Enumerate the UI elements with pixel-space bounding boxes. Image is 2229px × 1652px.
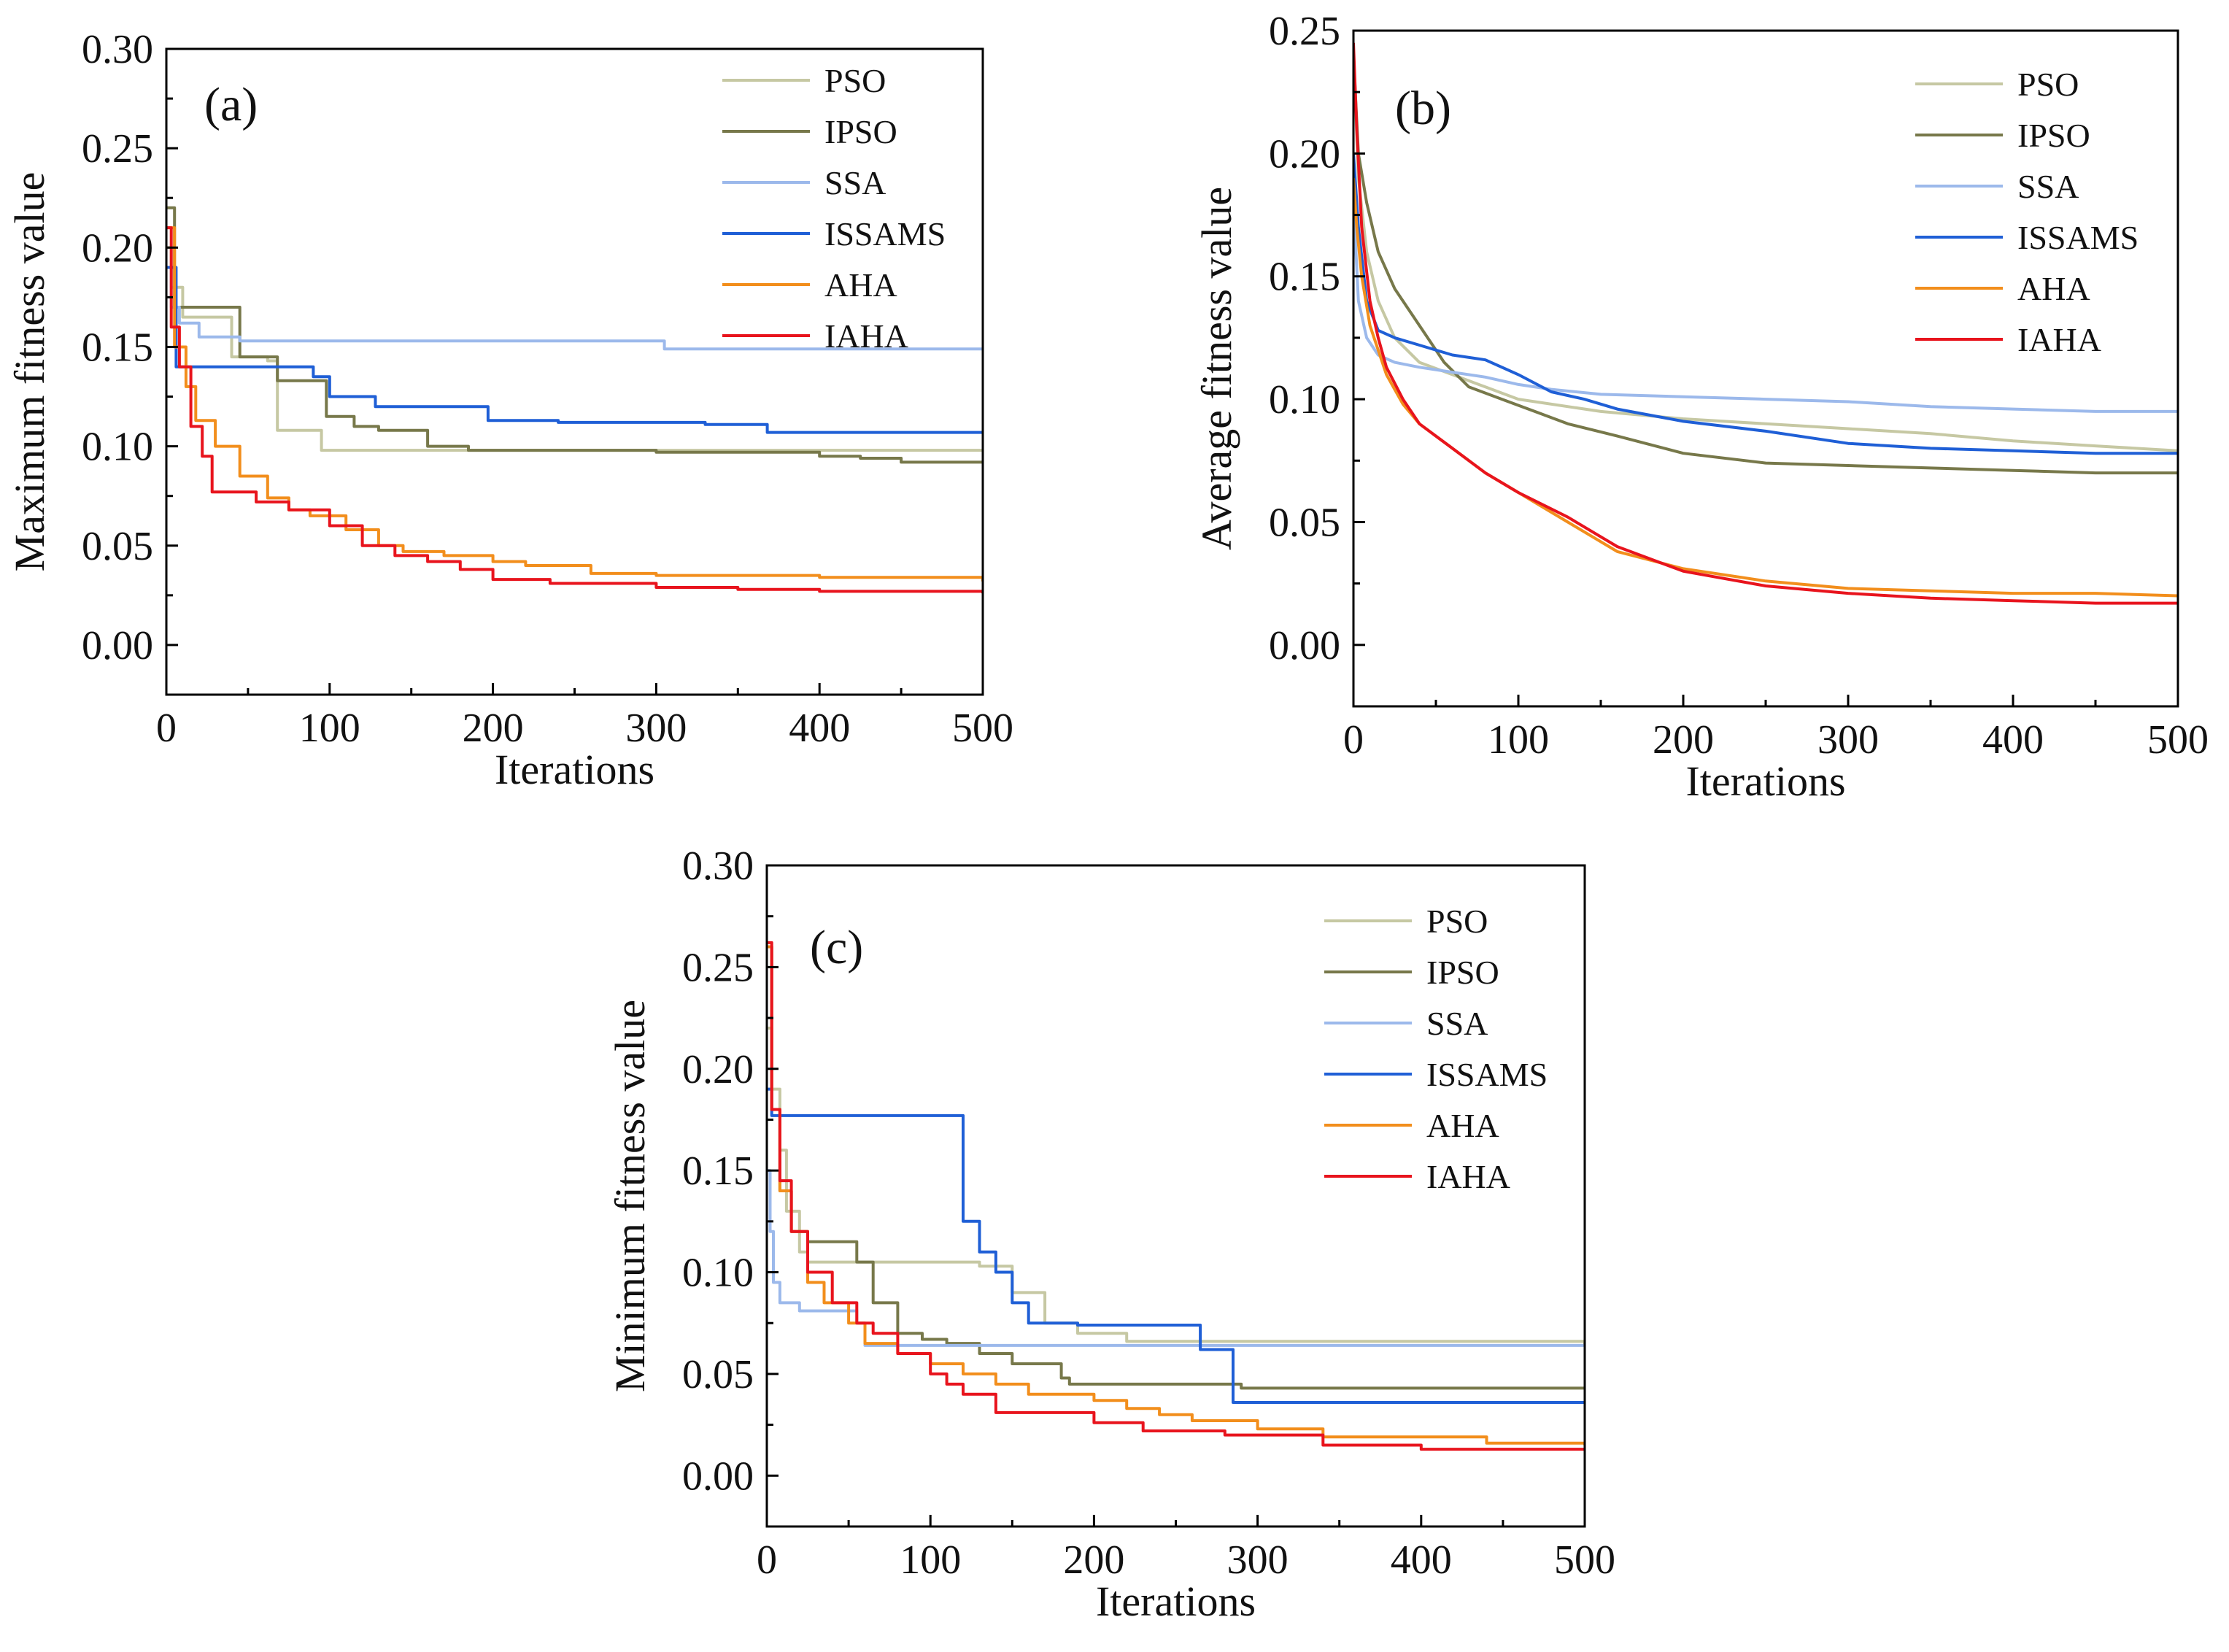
legend-label-issams: ISSAMS <box>1426 1056 1548 1093</box>
y-tick-label: 0.30 <box>82 27 153 72</box>
y-tick-label: 0.00 <box>1269 623 1340 668</box>
series-line-pso <box>1353 55 2178 452</box>
x-axis-title: Iterations <box>495 746 654 793</box>
x-tick-label: 300 <box>625 706 687 751</box>
series-line-ssa <box>767 1169 1585 1347</box>
x-tick-label: 0 <box>1343 717 1364 763</box>
y-axis-title: Average fitness value <box>1193 187 1240 550</box>
x-tick-label: 500 <box>952 706 1013 751</box>
series-line-ssa <box>1353 202 2178 413</box>
y-tick-label: 0.15 <box>82 325 153 370</box>
legend-label-ssa: SSA <box>2017 168 2079 205</box>
x-axis-title: Iterations <box>1096 1578 1256 1625</box>
y-axis-title: Minimum fitness value <box>606 1000 654 1392</box>
y-tick-label: 0.10 <box>682 1251 754 1296</box>
x-tick-label: 500 <box>2147 717 2209 763</box>
legend-label-issams: ISSAMS <box>824 215 946 252</box>
series-line-iaha <box>166 226 983 594</box>
y-tick-label: 0.25 <box>82 126 153 171</box>
y-tick-label: 0.00 <box>82 623 153 668</box>
x-tick-label: 0 <box>757 1537 777 1583</box>
series-line-issams <box>767 1087 1585 1404</box>
y-tick-label: 0.25 <box>1269 9 1340 54</box>
x-tick-label: 400 <box>789 706 850 751</box>
x-tick-label: 100 <box>900 1537 961 1583</box>
y-axis-title: Maximum fitness value <box>6 172 53 572</box>
legend-label-ssa: SSA <box>824 164 886 201</box>
x-tick-label: 0 <box>156 706 177 751</box>
series-line-ipso <box>166 206 983 464</box>
panel-label: (a) <box>204 78 258 131</box>
x-tick-label: 200 <box>1653 717 1714 763</box>
x-tick-label: 400 <box>1982 717 2044 763</box>
series-line-aha <box>166 226 983 582</box>
series-line-iaha <box>1353 42 2178 605</box>
legend-label-ipso: IPSO <box>824 113 897 150</box>
legend-label-iaha: IAHA <box>2017 321 2101 358</box>
legend-label-iaha: IAHA <box>824 317 908 355</box>
y-tick-label: 0.20 <box>682 1047 754 1092</box>
y-tick-label: 0.05 <box>682 1352 754 1397</box>
y-tick-label: 0.30 <box>682 844 754 889</box>
y-tick-label: 0.15 <box>682 1149 754 1194</box>
x-tick-label: 200 <box>1063 1537 1124 1583</box>
x-tick-label: 500 <box>1554 1537 1615 1583</box>
legend-label-ssa: SSA <box>1426 1005 1488 1042</box>
panel-label: (b) <box>1395 82 1451 135</box>
legend-label-pso: PSO <box>824 62 886 99</box>
legend-label-aha: AHA <box>2017 270 2090 307</box>
x-tick-label: 400 <box>1391 1537 1452 1583</box>
y-tick-label: 0.20 <box>1269 131 1340 177</box>
legend-label-ipso: IPSO <box>1426 954 1499 991</box>
y-tick-label: 0.05 <box>1269 500 1340 545</box>
legend: PSO IPSO SSA ISSAMS AHA IAHA <box>1915 66 2139 358</box>
legend: PSO IPSO SSA ISSAMS AHA IAHA <box>1324 903 1548 1195</box>
chart-panel-c: 0 100 200 300 400 500 0.00 0.05 0.10 0.15 0.20 0.25… <box>606 844 1615 1625</box>
y-tick-label: 0.00 <box>682 1454 754 1499</box>
legend-label-aha: AHA <box>1426 1107 1499 1144</box>
series-line-ipso <box>1353 55 2178 475</box>
legend-label-pso: PSO <box>2017 66 2079 103</box>
series-line-iaha <box>767 941 1585 1451</box>
legend: PSO IPSO SSA ISSAMS AHA IAHA <box>722 62 946 355</box>
x-tick-label: 300 <box>1817 717 1879 763</box>
y-tick-label: 0.15 <box>1269 255 1340 300</box>
y-tick-label: 0.25 <box>682 945 754 990</box>
y-tick-label: 0.10 <box>82 425 153 470</box>
chart-panel-b: 0 100 200 300 400 500 0.00 0.05 0.10 0.15 0.20 0.25… <box>1193 9 2209 805</box>
series-line-issams <box>166 266 983 434</box>
legend-label-aha: AHA <box>824 266 897 304</box>
chart-panel-a: 0 100 200 300 400 500 0.00 0.05 0.10 0.15 0.20 0.25… <box>6 27 1013 793</box>
legend-label-issams: ISSAMS <box>2017 219 2139 256</box>
y-tick-label: 0.05 <box>82 524 153 569</box>
x-tick-label: 100 <box>1488 717 1549 763</box>
legend-label-pso: PSO <box>1426 903 1488 940</box>
y-tick-label: 0.10 <box>1269 377 1340 422</box>
panel-label: (c) <box>810 921 863 974</box>
y-tick-label: 0.20 <box>82 225 153 271</box>
x-tick-label: 200 <box>463 706 524 751</box>
x-axis-title: Iterations <box>1685 757 1845 805</box>
legend-label-ipso: IPSO <box>2017 117 2090 154</box>
x-tick-label: 100 <box>299 706 360 751</box>
series-line-issams <box>1353 153 2178 455</box>
legend-label-iaha: IAHA <box>1426 1158 1510 1195</box>
x-tick-label: 300 <box>1227 1537 1289 1583</box>
